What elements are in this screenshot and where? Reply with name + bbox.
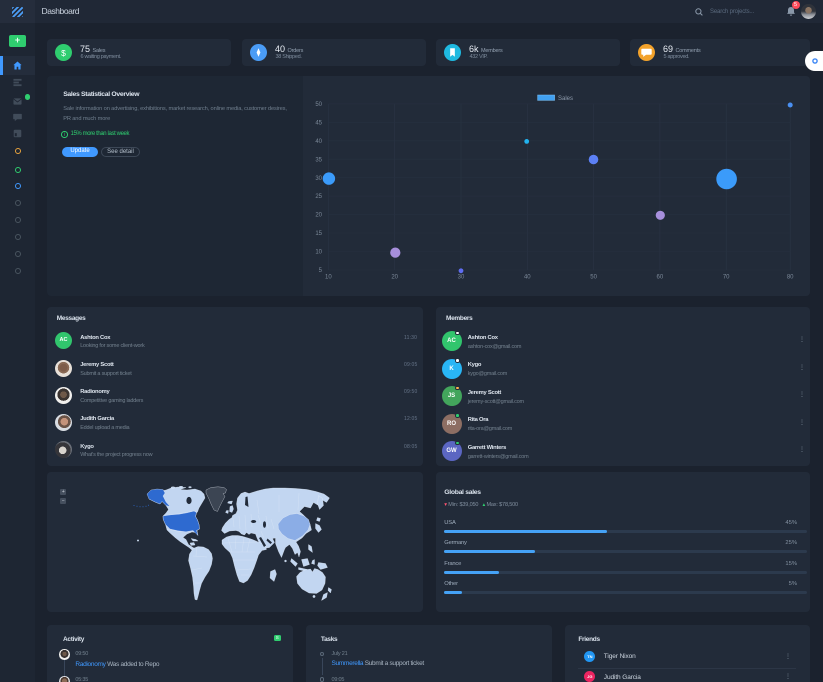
svg-text:50: 50 bbox=[315, 102, 322, 108]
svg-text:$: $ bbox=[62, 48, 67, 58]
svg-text:30: 30 bbox=[315, 176, 322, 182]
svg-text:20: 20 bbox=[315, 213, 322, 219]
svg-text:50: 50 bbox=[590, 275, 597, 281]
svg-text:45: 45 bbox=[315, 120, 322, 126]
svg-text:40: 40 bbox=[524, 275, 531, 281]
svg-text:10: 10 bbox=[325, 275, 332, 281]
svg-text:40: 40 bbox=[315, 139, 322, 145]
svg-text:70: 70 bbox=[723, 275, 730, 281]
svg-text:20: 20 bbox=[391, 275, 398, 281]
svg-text:80: 80 bbox=[787, 275, 794, 281]
svg-text:35: 35 bbox=[315, 157, 322, 163]
svg-text:Sales: Sales bbox=[558, 96, 573, 102]
svg-text:60: 60 bbox=[657, 275, 664, 281]
svg-text:5: 5 bbox=[319, 268, 323, 274]
svg-text:30: 30 bbox=[458, 275, 465, 281]
svg-text:10: 10 bbox=[315, 250, 322, 256]
svg-text:15: 15 bbox=[315, 231, 322, 237]
svg-text:25: 25 bbox=[315, 194, 322, 200]
